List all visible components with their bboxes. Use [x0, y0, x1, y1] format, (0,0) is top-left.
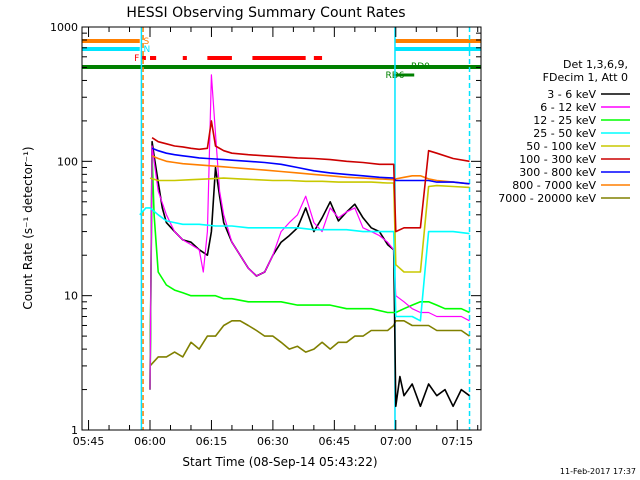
y-tick-label: 10: [64, 290, 78, 303]
y-tick-label: 100: [57, 155, 78, 168]
series-line-7: [151, 155, 470, 185]
legend-entry-label: 3 - 6 keV: [547, 88, 596, 101]
legend-entry-label: 50 - 100 keV: [526, 140, 596, 153]
flag-label-f: F: [134, 54, 139, 64]
timestamp-footer: 11-Feb-2017 17:37: [560, 467, 636, 476]
legend-header-line: Det 1,3,6,9,: [563, 58, 628, 71]
x-tick-label: 06:00: [134, 435, 166, 448]
x-tick-label: 06:30: [257, 435, 289, 448]
legend-entry-label: 25 - 50 keV: [533, 127, 596, 140]
plot-frame: [81, 26, 482, 431]
y-tick-label: 1000: [50, 21, 78, 34]
x-tick-label: 06:45: [318, 435, 350, 448]
y-tick-label: 1: [71, 424, 78, 437]
series-line-5: [151, 120, 470, 233]
flag-label-rd0: RD0: [411, 62, 430, 72]
x-tick-label: 05:45: [73, 435, 105, 448]
x-tick-label: 06:15: [196, 435, 228, 448]
series-line-6: [151, 147, 470, 185]
series-line-3: [139, 207, 470, 322]
x-tick-label: 07:15: [441, 435, 473, 448]
flag-label-n: N: [143, 45, 150, 55]
series-line-2: [149, 155, 470, 390]
x-tick-label: 07:00: [380, 435, 412, 448]
legend-entry-label: 100 - 300 keV: [519, 153, 596, 166]
legend-entry-label: 6 - 12 keV: [540, 101, 596, 114]
legend-entry-label: 12 - 25 keV: [533, 114, 596, 127]
legend-header-line: FDecim 1, Att 0: [543, 71, 628, 84]
legend-entry-label: 800 - 7000 keV: [512, 179, 596, 192]
series-line-8: [149, 319, 470, 367]
series-line-4: [149, 177, 470, 273]
series-layer: [139, 74, 470, 408]
legend-entry-label: 300 - 800 keV: [519, 166, 596, 179]
legend: Det 1,3,6,9, FDecim 1, Att 0 3 - 6 keV6 …: [498, 58, 630, 205]
chart-title: HESSI Observing Summary Count Rates: [126, 5, 405, 21]
axes-layer: 1 10 100 1000 05:45 06:00 06:15 06:30 06:45 07:00…: [50, 21, 481, 448]
flag-label-s: S: [143, 37, 149, 47]
y-axis-label: Count Rate (s⁻¹ detector⁻¹): [21, 146, 35, 309]
series-line-1: [149, 74, 470, 390]
x-axis-label: Start Time (08-Sep-14 05:43:22): [182, 455, 377, 469]
legend-entry-label: 7000 - 20000 keV: [498, 192, 596, 205]
